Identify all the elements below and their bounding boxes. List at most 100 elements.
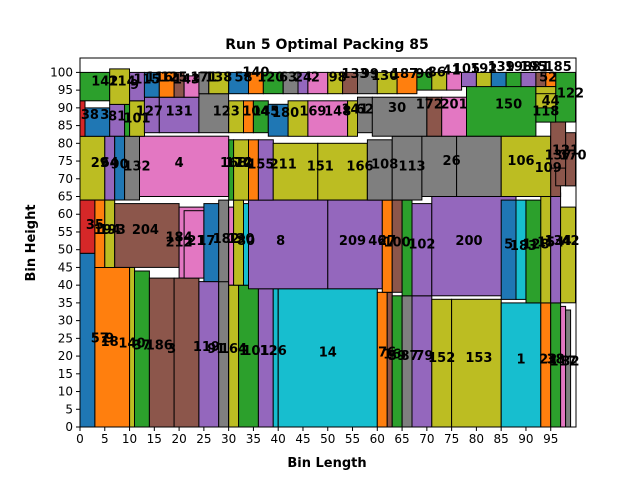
rect-label: 58 bbox=[234, 71, 252, 86]
rect-label: 80 bbox=[237, 234, 255, 249]
packed-rect-3b bbox=[84, 107, 111, 137]
rect-label: 114 bbox=[109, 74, 136, 89]
rect-label: 134 bbox=[545, 234, 572, 249]
rect-label: 182 bbox=[213, 232, 240, 247]
rect-label: 140 bbox=[242, 65, 269, 80]
rect-label: 79 bbox=[415, 349, 433, 364]
rect-label: 184 bbox=[166, 230, 193, 245]
rect-label: 169 bbox=[299, 104, 326, 119]
rect-label: 130 bbox=[371, 69, 398, 84]
x-tick-label: 25 bbox=[196, 432, 211, 446]
rect-label: 21 bbox=[187, 234, 205, 249]
y-tick-label: 95 bbox=[58, 83, 73, 97]
rect-label: 64 bbox=[101, 156, 119, 171]
packed-rect-153 bbox=[451, 298, 502, 428]
x-tick-label: 60 bbox=[370, 432, 385, 446]
rect-label: 122 bbox=[557, 87, 584, 102]
packed-rect-150 bbox=[466, 79, 537, 137]
rect-label: 14 bbox=[319, 346, 337, 361]
rect-label: 148 bbox=[324, 104, 351, 119]
rect-label: 200 bbox=[455, 234, 482, 249]
rect-label: 194 bbox=[94, 223, 121, 238]
rect-label: 29 bbox=[91, 156, 109, 171]
packed-rect-148 bbox=[307, 100, 348, 137]
rect-label: 62 bbox=[356, 103, 374, 118]
rect-label: 121 bbox=[552, 143, 579, 158]
y-tick-label: 90 bbox=[58, 101, 73, 115]
rect-label: 151 bbox=[307, 159, 334, 174]
x-tick-label: 80 bbox=[469, 432, 484, 446]
rect-label: 100 bbox=[384, 236, 411, 251]
rect-label: 152 bbox=[428, 351, 455, 366]
x-tick-label: 20 bbox=[171, 432, 186, 446]
rect-label: 37 bbox=[133, 338, 151, 353]
rect-label: 86 bbox=[428, 65, 446, 80]
x-tick-label: 70 bbox=[419, 432, 434, 446]
packed-rect-52 bbox=[535, 86, 557, 95]
rect-label: 142 bbox=[91, 74, 118, 89]
rect-label: 187 bbox=[391, 67, 418, 82]
rect-label: 9 bbox=[105, 331, 114, 346]
rect-label: 170 bbox=[559, 149, 586, 164]
packed-rect-30 bbox=[371, 96, 428, 137]
y-axis-ticks: 0 5 10 15 20 25 30 35 40 45 50 55 60 65 70 75 80 85 90 95 10… bbox=[50, 65, 80, 434]
rect-label: 30 bbox=[388, 101, 406, 116]
rect-label: 174 bbox=[225, 156, 252, 171]
rect-label: 3 bbox=[100, 108, 109, 123]
rect-label: 101 bbox=[123, 112, 150, 127]
rect-label: 38 bbox=[547, 353, 565, 368]
rect-label: 113 bbox=[398, 159, 425, 174]
packed-rect-209 bbox=[327, 199, 383, 290]
x-tick-label: 55 bbox=[345, 432, 360, 446]
rect-label: 195 bbox=[520, 60, 547, 75]
chart-title: Run 5 Optimal Packing 85 bbox=[225, 37, 428, 53]
rect-label: 155 bbox=[247, 158, 274, 173]
rect-label: 41 bbox=[443, 64, 461, 79]
x-tick-label: 90 bbox=[518, 432, 533, 446]
rect-label: 193 bbox=[99, 223, 126, 238]
rect-label: 90 bbox=[111, 158, 129, 173]
rect-label: 140 bbox=[118, 337, 145, 352]
packed-rect-29 bbox=[79, 135, 106, 201]
rect-label: 185 bbox=[545, 60, 572, 75]
rect-label: 143 bbox=[173, 73, 200, 88]
y-tick-label: 20 bbox=[58, 349, 73, 363]
rect-label: 96 bbox=[415, 67, 433, 82]
rect-label: 108 bbox=[371, 158, 398, 173]
rect-label: 102 bbox=[408, 237, 435, 252]
packed-rect-8 bbox=[248, 199, 329, 290]
rect-label: 164 bbox=[220, 342, 247, 357]
rect-label: 104 bbox=[242, 104, 269, 119]
rect-label: 16 bbox=[383, 347, 401, 362]
rect-label: 116 bbox=[146, 71, 173, 86]
x-tick-label: 0 bbox=[76, 432, 84, 446]
rect-label: 154 bbox=[537, 236, 564, 251]
rect-label: 192 bbox=[470, 62, 497, 77]
x-tick-label: 65 bbox=[394, 432, 409, 446]
rect-label: 81 bbox=[532, 60, 550, 75]
rect-label: 125 bbox=[161, 71, 188, 86]
rect-label: 180 bbox=[272, 106, 299, 121]
rect-label: 59 bbox=[388, 349, 406, 364]
rect-label: 141 bbox=[341, 103, 368, 118]
rect-label: 46 bbox=[368, 234, 386, 249]
y-tick-label: 75 bbox=[58, 154, 73, 168]
x-tick-label: 75 bbox=[444, 432, 459, 446]
rect-label: 12 bbox=[234, 156, 252, 171]
x-tick-label: 10 bbox=[122, 432, 137, 446]
rect-label: 201 bbox=[441, 97, 468, 112]
rect-label: 183 bbox=[510, 239, 537, 254]
x-axis-ticks: 0 5 10 15 20 25 30 35 40 45 50 55 60 65 70 75 80 85 90 95 bbox=[76, 427, 558, 446]
packed-rect-186 bbox=[148, 277, 175, 428]
x-tick-label: 95 bbox=[543, 432, 558, 446]
rect-label: 211 bbox=[270, 158, 297, 173]
y-tick-label: 65 bbox=[58, 190, 73, 204]
y-axis-label: Bin Height bbox=[24, 204, 39, 281]
y-tick-label: 45 bbox=[58, 260, 73, 274]
rect-label: 105 bbox=[453, 62, 480, 77]
x-tick-label: 30 bbox=[221, 432, 236, 446]
packed-rect-151 bbox=[317, 142, 368, 201]
y-tick-label: 70 bbox=[58, 172, 73, 186]
rect-label: 128 bbox=[522, 237, 549, 252]
